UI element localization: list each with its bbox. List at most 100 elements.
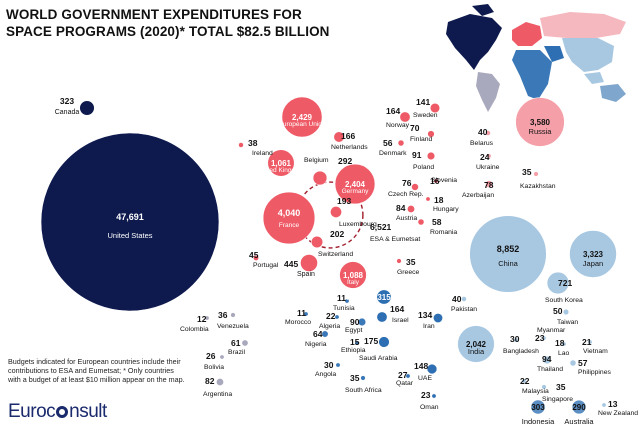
bubble-slovenia <box>433 178 439 184</box>
name-label-belgium: Belgium <box>304 157 329 164</box>
value-label-brazil: 61 <box>231 338 241 348</box>
name-label-oman: Oman <box>420 404 439 411</box>
bubble-belarus <box>485 130 491 136</box>
name-label-turkey: Turkey <box>335 293 358 302</box>
name-label-esa-eumetsat: ESA & Eumetsat <box>370 236 420 243</box>
value-label-qatar: 27 <box>398 370 408 380</box>
bubble-austria <box>406 204 416 214</box>
bubble-israel <box>376 311 388 323</box>
name-label-qatar: Qatar <box>396 380 414 387</box>
name-label-israel: Israel <box>392 317 409 324</box>
name-label-switzerland: Switzerland <box>318 251 353 258</box>
name-label-india: India <box>468 347 485 356</box>
bubble-finland <box>427 130 435 138</box>
name-label-thailand: Thailand <box>537 366 563 373</box>
value-label-esa-eumetsat: 6,521 <box>370 222 392 232</box>
bubble-pakistan <box>461 296 467 302</box>
value-label-luxembourg: 193 <box>337 196 351 206</box>
bubble-taiwan <box>562 308 570 316</box>
bubble-netherlands <box>333 131 345 143</box>
name-label-austria: Austria <box>396 215 417 222</box>
value-label-spain: 445 <box>284 259 298 269</box>
value-label-slovenia: 16 <box>430 176 440 186</box>
value-label-kazakhstan: 35 <box>522 167 532 177</box>
value-label-nigeria: 64 <box>313 329 323 339</box>
name-label-greece: Greece <box>397 269 420 276</box>
bubble-india <box>457 325 495 363</box>
name-label-ireland: Ireland <box>252 150 273 157</box>
value-label-south-korea: 721 <box>558 278 572 288</box>
bubble-uae <box>426 363 438 375</box>
name-label-luxembourg: Luxembourg <box>339 221 377 228</box>
bubble-vietnam <box>587 339 593 345</box>
name-label-italy: Italy <box>347 279 360 286</box>
bubble-ukraine <box>486 153 492 159</box>
name-label-finland: Finland <box>410 136 433 143</box>
name-label-bangladesh: Bangladesh <box>503 348 539 355</box>
bubble-china <box>469 215 547 293</box>
bubble-brazil <box>241 339 249 347</box>
value-label-south-africa: 35 <box>350 373 360 383</box>
value-label-romania: 58 <box>432 217 442 227</box>
value-label-algeria: 22 <box>326 311 336 321</box>
bubble-indonesia <box>530 399 546 415</box>
value-label-angola: 30 <box>324 360 334 370</box>
bubble-morocco <box>303 311 309 317</box>
name-label-iran: Iran <box>423 323 435 330</box>
value-label-italy: 1,088 <box>343 271 364 280</box>
name-label-france: France <box>279 222 300 229</box>
bubble-qatar <box>405 373 411 379</box>
name-label-vietnam: Vietnam <box>583 348 608 355</box>
value-label-turkey: 315 <box>377 293 391 302</box>
value-label-azerbaijan: 78 <box>484 180 494 190</box>
name-label-lao: Lao <box>558 350 570 357</box>
value-label-hungary: 18 <box>434 195 444 205</box>
name-label-netherlands: Netherlands <box>331 144 368 151</box>
name-label-philippines: Philippines <box>578 369 611 376</box>
value-label-tunisia: 11 <box>337 293 346 303</box>
bubble-luxembourg <box>330 206 342 218</box>
euroconsult-logo: Euroc nsult <box>8 401 107 422</box>
value-label-colombia: 12 <box>197 314 207 324</box>
name-label-uae: UAE <box>418 375 432 382</box>
bubble-poland <box>426 151 436 161</box>
value-label-austria: 84 <box>396 203 406 213</box>
value-label-myanmar: 23 <box>535 333 545 343</box>
value-label-switzerland: 202 <box>330 229 344 239</box>
value-label-greece: 35 <box>406 257 416 267</box>
value-label-oman: 23 <box>421 390 431 400</box>
name-label-egypt: Egypt <box>345 327 362 334</box>
name-label-russia: Russia <box>529 127 553 136</box>
bubble-japan <box>569 230 617 278</box>
value-label-norway: 164 <box>386 106 400 116</box>
value-label-bangladesh: 30 <box>510 334 520 344</box>
value-label-sweden: 141 <box>416 97 430 107</box>
value-label-taiwan: 50 <box>553 306 563 316</box>
bubble-ethiopia <box>354 340 360 346</box>
bubble-angola <box>335 362 341 368</box>
bubble-egypt <box>357 317 367 327</box>
name-label-malaysia: Malaysia <box>522 388 549 395</box>
name-label-south-africa: South Africa <box>345 387 382 394</box>
name-label-angola: Angola <box>315 371 336 378</box>
bubble-european-union <box>281 96 323 138</box>
world-minimap <box>446 4 626 112</box>
value-label-morocco: 11 <box>297 308 306 318</box>
value-label-european-union: 2,429 <box>292 113 313 122</box>
value-label-lao: 18 <box>555 338 565 348</box>
bubble-myanmar <box>541 335 547 341</box>
bubble-algeria <box>334 314 340 320</box>
value-label-denmark: 56 <box>383 138 393 148</box>
name-label-colombia: Colombia <box>180 326 209 333</box>
bubble-oman <box>431 393 437 399</box>
name-label-saudi-arabia: Saudi Arabia <box>359 355 398 362</box>
name-label-poland: Poland <box>413 164 434 171</box>
chart-title: WORLD GOVERNMENT EXPENDITURES FOR SPACE … <box>6 7 330 39</box>
bubble-ireland <box>238 142 244 148</box>
bubble-colombia <box>204 315 210 321</box>
bubble-italy <box>339 261 367 289</box>
value-label-venezuela: 36 <box>218 310 228 320</box>
name-label-european-union: European Union <box>279 121 326 128</box>
name-label-canada: Canada <box>55 109 80 116</box>
